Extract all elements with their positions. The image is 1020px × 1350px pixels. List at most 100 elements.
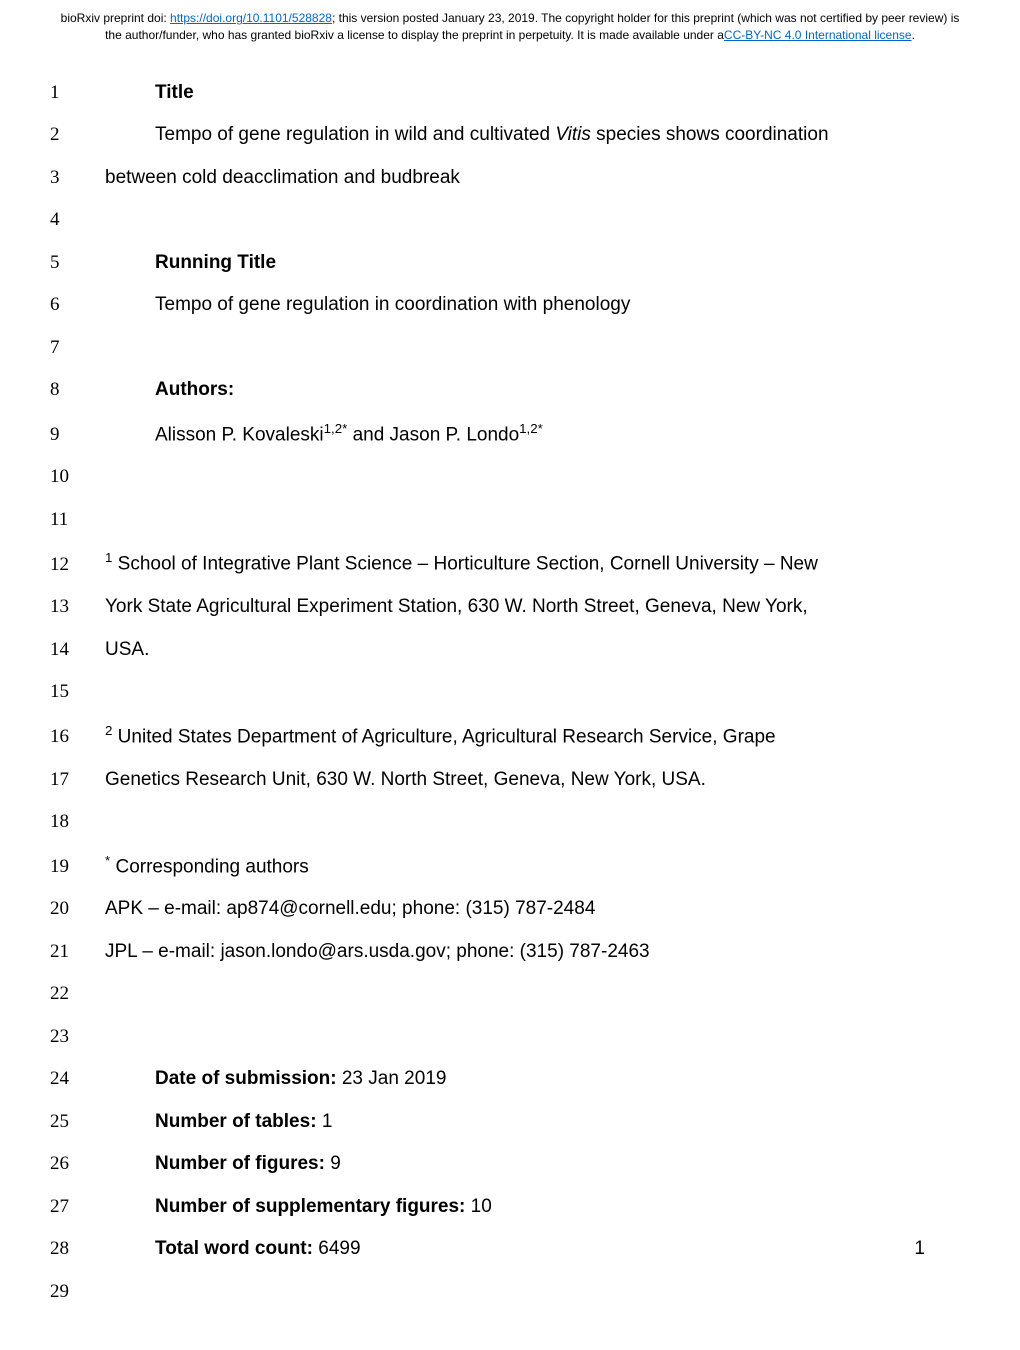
line-3: 3 between cold deacclimation and budbrea… [50,164,925,193]
page-number: 1 [914,1238,925,1260]
corresponding-authors: * Corresponding authors [105,851,925,882]
line-number: 12 [50,554,105,576]
line-number: 5 [50,252,105,274]
line-number: 4 [50,209,105,231]
line-number: 14 [50,639,105,661]
value: 23 Jan 2019 [342,1068,447,1089]
line-23: 23 [50,1023,925,1052]
line-13: 13 York State Agricultural Experiment St… [50,593,925,622]
running-title-text: Tempo of gene regulation in coordination… [105,291,925,320]
line-7: 7 [50,334,925,363]
line-number: 11 [50,509,105,531]
label: Number of figures: [155,1153,330,1174]
affiliation-marker: 1,2* [519,421,543,436]
line-number: 16 [50,726,105,748]
line-14: 14 USA. [50,636,925,665]
date-submission: Date of submission: 23 Jan 2019 [105,1065,925,1094]
line-16: 16 2 United States Department of Agricul… [50,721,925,752]
line-29: 29 [50,1278,925,1307]
manuscript-content: 1 Title 2 Tempo of gene regulation in wi… [0,49,1020,1350]
affiliation-marker: 1,2* [324,421,348,436]
line-18: 18 [50,808,925,837]
line-21: 21 JPL – e-mail: jason.londo@ars.usda.go… [50,938,925,967]
line-1: 1 Title [50,79,925,108]
line-11: 11 [50,506,925,535]
line-number: 20 [50,898,105,920]
line-number: 26 [50,1153,105,1175]
line-number: 29 [50,1281,105,1303]
label: Total word count: [155,1238,318,1259]
corresponding-text: Corresponding authors [110,856,309,877]
line-number: 22 [50,983,105,1005]
line-12: 12 1 School of Integrative Plant Science… [50,548,925,579]
empty-line [105,678,925,707]
num-supp-figures: Number of supplementary figures: 10 [105,1193,925,1222]
line-4: 4 [50,206,925,235]
line-number: 7 [50,337,105,359]
line-number: 28 [50,1238,105,1260]
license-link[interactable]: CC-BY-NC 4.0 International license [724,28,912,42]
line-number: 19 [50,856,105,878]
empty-line [105,1278,925,1307]
author-name: and Jason P. Londo [347,424,519,445]
title-text: Tempo of gene regulation in wild and cul… [105,121,925,150]
line-number: 23 [50,1026,105,1048]
empty-line [105,334,925,363]
line-number: 8 [50,379,105,401]
empty-line [105,206,925,235]
text-segment: Tempo of gene regulation in wild and cul… [155,124,555,145]
contact-jpl: JPL – e-mail: jason.londo@ars.usda.gov; … [105,938,925,967]
affiliation-2: 2 United States Department of Agricultur… [105,721,925,752]
line-9: 9 Alisson P. Kovaleski1,2* and Jason P. … [50,419,925,450]
line-number: 1 [50,82,105,104]
line-number: 2 [50,124,105,146]
label: Date of submission: [155,1068,342,1089]
header-prefix: bioRxiv preprint doi: [61,11,170,25]
line-24: 24 Date of submission: 23 Jan 2019 [50,1065,925,1094]
line-number: 18 [50,811,105,833]
affiliation-1-cont: York State Agricultural Experiment Stati… [105,593,925,622]
empty-line [105,506,925,535]
line-number: 15 [50,681,105,703]
line-20: 20 APK – e-mail: ap874@cornell.edu; phon… [50,895,925,924]
italic-text: Vitis [555,124,591,145]
line-6: 6 Tempo of gene regulation in coordinati… [50,291,925,320]
line-22: 22 [50,980,925,1009]
authors-heading: Authors: [105,376,925,405]
empty-line [105,808,925,837]
line-5: 5 Running Title [50,249,925,278]
line-number: 3 [50,167,105,189]
title-continuation: between cold deacclimation and budbreak [105,164,925,193]
preprint-header: bioRxiv preprint doi: https://doi.org/10… [0,0,1020,49]
authors-text: Alisson P. Kovaleski1,2* and Jason P. Lo… [105,419,925,450]
line-26: 26 Number of figures: 9 [50,1150,925,1179]
value: 6499 [318,1238,360,1259]
line-number: 10 [50,466,105,488]
line-25: 25 Number of tables: 1 [50,1108,925,1137]
line-number: 17 [50,769,105,791]
value: 1 [322,1111,333,1132]
running-title-heading: Running Title [105,249,925,278]
word-count: Total word count: 6499 [105,1235,925,1264]
label: Number of supplementary figures: [155,1196,471,1217]
line-number: 27 [50,1196,105,1218]
line-number: 21 [50,941,105,963]
contact-apk: APK – e-mail: ap874@cornell.edu; phone: … [105,895,925,924]
line-number: 6 [50,294,105,316]
value: 9 [330,1153,341,1174]
line-2: 2 Tempo of gene regulation in wild and c… [50,121,925,150]
line-28: 28 Total word count: 6499 [50,1235,925,1264]
doi-link[interactable]: https://doi.org/10.1101/528828 [170,11,332,25]
line-number: 13 [50,596,105,618]
affiliation-2-cont: Genetics Research Unit, 630 W. North Str… [105,766,925,795]
line-19: 19 * Corresponding authors [50,851,925,882]
line-number: 9 [50,424,105,446]
text-segment: species shows coordination [591,124,829,145]
label: Number of tables: [155,1111,322,1132]
license-prefix: a [717,28,724,42]
title-heading: Title [105,79,925,108]
line-17: 17 Genetics Research Unit, 630 W. North … [50,766,925,795]
affiliation-text: United States Department of Agriculture,… [112,726,775,747]
line-10: 10 [50,463,925,492]
affiliation-1-cont: USA. [105,636,925,665]
